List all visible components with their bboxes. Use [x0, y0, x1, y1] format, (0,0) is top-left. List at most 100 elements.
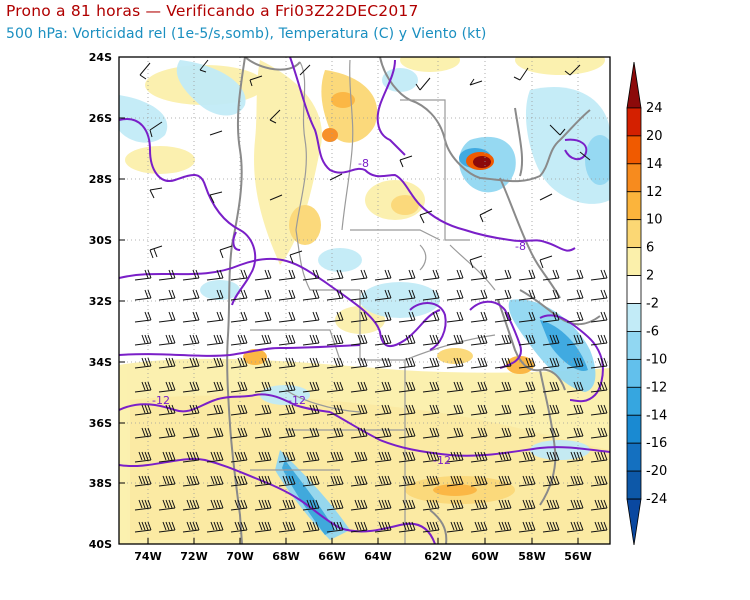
colorbar-label: -24 — [646, 492, 667, 507]
wind-barb — [398, 451, 416, 463]
lon-label: 58W — [518, 550, 545, 563]
wind-barb — [206, 404, 224, 416]
wind-barb — [230, 404, 248, 416]
wind-barb — [590, 404, 608, 416]
wind-barb — [326, 381, 344, 393]
wind-barb — [590, 499, 608, 511]
wind-barb — [302, 357, 320, 369]
colorbar: 24 20 14 12 10 6 2 -2 -6 -10 -12 -14 -16 -20 -24 — [626, 61, 667, 546]
lat-label: 32S — [89, 295, 112, 308]
wind-barb — [518, 334, 536, 346]
wind-barb — [518, 381, 536, 393]
wind-barb — [350, 381, 368, 393]
wind-barb — [518, 269, 536, 281]
wind-barb — [206, 311, 224, 323]
wind-barb — [398, 334, 416, 346]
wind-barb — [134, 475, 152, 487]
wind-barb — [470, 334, 488, 346]
wind-barb — [446, 334, 464, 346]
wind-barb — [326, 427, 344, 439]
wind-barb — [398, 311, 416, 323]
wind-barb — [542, 289, 560, 301]
wind-barb — [590, 381, 608, 393]
wind-barb — [470, 521, 488, 533]
wind-barb — [278, 521, 296, 533]
wind-barb — [206, 334, 224, 346]
colorbar-swatch — [626, 247, 642, 276]
wind-barb — [542, 334, 560, 346]
wind-barb — [470, 475, 488, 487]
wind-barb — [134, 521, 152, 533]
wind-barb — [590, 334, 608, 346]
colorbar-swatch — [626, 498, 642, 546]
wind-barb — [470, 289, 488, 301]
wind-barb — [398, 381, 416, 393]
wind-barb — [326, 404, 344, 416]
wind-barb — [326, 499, 344, 511]
axis-ticks — [119, 56, 579, 545]
colorbar-label: -16 — [646, 436, 667, 451]
wind-barb — [230, 427, 248, 439]
wind-barb — [590, 269, 608, 281]
wind-barb — [326, 451, 344, 463]
wind-barb-rows — [134, 269, 608, 533]
wind-barb — [374, 404, 392, 416]
wind-barb — [254, 334, 272, 346]
wind-barb — [206, 381, 224, 393]
wind-barb — [278, 289, 296, 301]
wind-barb — [302, 499, 320, 511]
colorbar-label: 14 — [646, 157, 663, 172]
wind-barb — [374, 521, 392, 533]
wind-barb — [494, 427, 512, 439]
wind-barb — [206, 475, 224, 487]
contour-label: -12 — [433, 454, 451, 467]
map-title: Prono a 81 horas — Verificando a Fri03Z2… — [6, 2, 419, 20]
longitude-labels: 74W 72W 70W 68W 66W 64W 62W 60W 58W 56W — [134, 550, 591, 563]
wind-barb — [518, 289, 536, 301]
wind-barb — [470, 269, 488, 281]
wind-barb — [254, 381, 272, 393]
wind-barb — [398, 427, 416, 439]
wind-barb — [350, 404, 368, 416]
wind-barb — [134, 427, 152, 439]
wind-barb — [302, 521, 320, 533]
wind-barb — [134, 311, 152, 323]
wind-barb — [518, 404, 536, 416]
wind-barb — [134, 334, 152, 346]
wind-barb — [182, 381, 200, 393]
wind-barb — [470, 427, 488, 439]
wind-barb — [278, 451, 296, 463]
wind-barb — [518, 311, 536, 323]
wind-barb — [542, 521, 560, 533]
wind-barb — [398, 357, 416, 369]
wind-barb — [230, 475, 248, 487]
wind-barb — [158, 311, 176, 323]
wind-barb — [206, 451, 224, 463]
wind-barb — [470, 357, 488, 369]
colorbar-label: 2 — [646, 269, 654, 284]
lon-label: 60W — [471, 550, 498, 563]
wind-barb — [278, 427, 296, 439]
lat-label: 34S — [89, 356, 112, 369]
wind-barb — [254, 357, 272, 369]
wind-barb — [590, 521, 608, 533]
colorbar-swatch — [626, 303, 642, 332]
wind-barb — [182, 357, 200, 369]
wind-barb — [422, 427, 440, 439]
wind-barb — [158, 269, 176, 281]
lat-label: 38S — [89, 477, 112, 490]
lat-label: 28S — [89, 173, 112, 186]
wind-barb — [278, 269, 296, 281]
wind-barb — [398, 289, 416, 301]
wind-barb — [302, 311, 320, 323]
wind-barb — [254, 311, 272, 323]
wind-barb — [446, 521, 464, 533]
wind-barb — [398, 404, 416, 416]
wind-barb — [134, 499, 152, 511]
wind-barb — [494, 381, 512, 393]
wind-barb — [398, 521, 416, 533]
wind-barb — [374, 427, 392, 439]
wind-barb — [302, 289, 320, 301]
wind-barb — [566, 451, 584, 463]
